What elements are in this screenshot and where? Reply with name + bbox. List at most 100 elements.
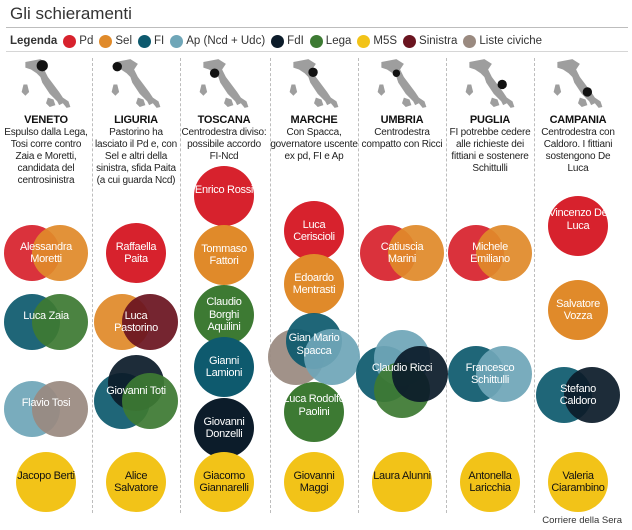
candidate-name: Valeria Ciarambino [551,469,605,495]
region-description: Centrodestra compatto con Ricci [361,127,443,150]
italy-map-icon [199,59,249,108]
legend-swatch-m5s [357,34,371,48]
candidate-name: Luca Pastorino [114,309,158,335]
legend-swatch-pd [63,34,77,48]
party-bubble-sel [476,225,532,281]
italy-map-icon [289,59,339,108]
column-divider [534,58,535,513]
party-bubble-sel [388,225,444,281]
region-highlight-icon [497,79,507,90]
party-bubble-pd [194,166,254,226]
candidate-name: Catiuscia Marini [380,240,424,266]
legend-item-fi: FI [138,34,164,48]
legend-label-sinistra: Sinistra [419,35,458,47]
party-bubble-fdi [194,398,254,458]
legend-label-m5s: M5S [373,35,398,47]
party-bubble-lega [32,294,88,350]
candidate-name: Raffaella Paita [115,240,157,266]
region-column-veneto: VENETO Espulso dalla Lega, Tosi corre con… [2,56,90,514]
candidate-name: Alessandra Moretti [19,240,73,266]
region-highlight-icon [112,61,122,72]
legend-swatch-fi [138,34,151,48]
italy-map-icon [465,59,515,108]
candidate-name: Laura Alunni [373,469,431,482]
region-highlight-icon [392,69,401,77]
page-title: Gli schieramenti [10,4,132,23]
party-bubble-lega [122,373,178,429]
party-bubble-sel [548,280,608,340]
column-divider [358,58,359,513]
italy-map-icon [553,59,603,108]
region-highlight-icon [209,68,220,78]
legend-item-ap: Ap (Ncd + Udc) [170,34,266,48]
party-bubble-lega [194,285,254,345]
column-divider [270,58,271,513]
region-name: TOSCANA [197,114,251,126]
italy-map-icon [21,59,71,108]
candidate-name: Gianni Lamioni [205,354,243,380]
legend-title: Legenda [10,35,58,47]
region-column-umbria: UMBRIA Centrodestra compatto con Ricci Cat… [356,56,448,514]
region-description: Centrodestra con Caldoro. I fittiani sos… [541,127,615,174]
candidate-name: Enrico Rossi [194,183,254,196]
candidate-name: Giacomo Giannarelli [199,469,249,495]
region-column-campania: CAMPANIA Centrodestra con Caldoro. I fitt… [534,56,622,514]
candidate-name: Jacopo Berti [17,469,75,482]
candidate-name: Giovanni Toti [106,384,166,397]
region-name: UMBRIA [380,114,424,126]
candidate-name: Francesco Schittulli [465,361,515,387]
region-name: PUGLIA [469,114,511,126]
legend-label-pd: Pd [79,35,94,47]
party-bubble-pd [548,196,608,256]
region-description: Pastorino ha lasciato il Pd e, con Sel e… [95,127,177,186]
legend-item-lega: Lega [309,34,352,48]
candidate-name: Giovanni Donzelli [203,415,245,441]
party-bubble-lega [284,382,344,442]
party-bubble-fi [194,337,254,397]
legend-label-civiche: Liste civiche [479,35,543,47]
party-bubble-ap [304,329,360,385]
region-column-toscana: TOSCANA Centrodestra diviso: possibile ac… [180,56,268,514]
region-column-liguria: LIGURIA Pastorino ha lasciato il Pd e, co… [92,56,180,514]
region-column-marche: MARCHE Con Spacca, governatore uscente ex… [268,56,360,514]
region-highlight-icon [36,60,48,72]
region-description: Espulso dalla Lega, Tosi corre contro Za… [4,127,88,186]
legend-item-sinistra: Sinistra [403,34,458,48]
legend-item-civiche: Liste civiche [463,34,543,48]
legend-swatch-civiche [463,34,477,48]
party-bubble-ap [476,346,532,402]
party-bubble-m5s [16,452,76,512]
legend-label-sel: Sel [115,35,132,47]
legend-item-m5s: M5S [357,34,398,48]
column-divider [180,58,181,513]
party-bubble-m5s [284,452,344,512]
party-bubble-sinistra [122,294,178,350]
italy-map-icon [377,59,427,108]
legend-swatch-ap [170,34,184,48]
region-name: CAMPANIA [549,114,607,126]
legend-swatch-sel [99,34,113,48]
column-divider [446,58,447,513]
party-bubble-fdi [392,346,448,402]
region-description: FI potrebbe cedere alle richieste dei fi… [449,127,531,174]
candidate-name: Antonella Laricchia [468,469,512,495]
candidate-name: Luca Zaia [23,309,69,322]
party-bubble-pd [284,201,344,261]
legend-item-fdi: FdI [271,34,304,48]
candidate-name: Stefano Caldoro [559,382,597,408]
legend-label-ap: Ap (Ncd + Udc) [186,35,266,47]
party-bubble-sel [194,225,254,285]
legend-swatch-lega [309,34,323,48]
italy-map-icon [111,59,161,108]
candidate-name: Claudio Ricci [371,361,433,374]
candidate-name: Luca Rodolfo Paolini [283,393,345,418]
title-divider [6,27,628,28]
region-column-puglia: PUGLIA FI potrebbe cedere alle richieste … [446,56,534,514]
legend-swatch-sinistra [403,34,417,48]
legend-label-fdi: FdI [287,35,304,47]
legend-label-lega: Lega [325,35,352,47]
candidate-name: Salvatore Vozza [556,297,600,323]
legend: Legenda Pd Sel FI Ap (Ncd + Udc) FdI Lega M5S Si… [10,32,548,50]
legend-item-sel: Sel [99,34,132,48]
